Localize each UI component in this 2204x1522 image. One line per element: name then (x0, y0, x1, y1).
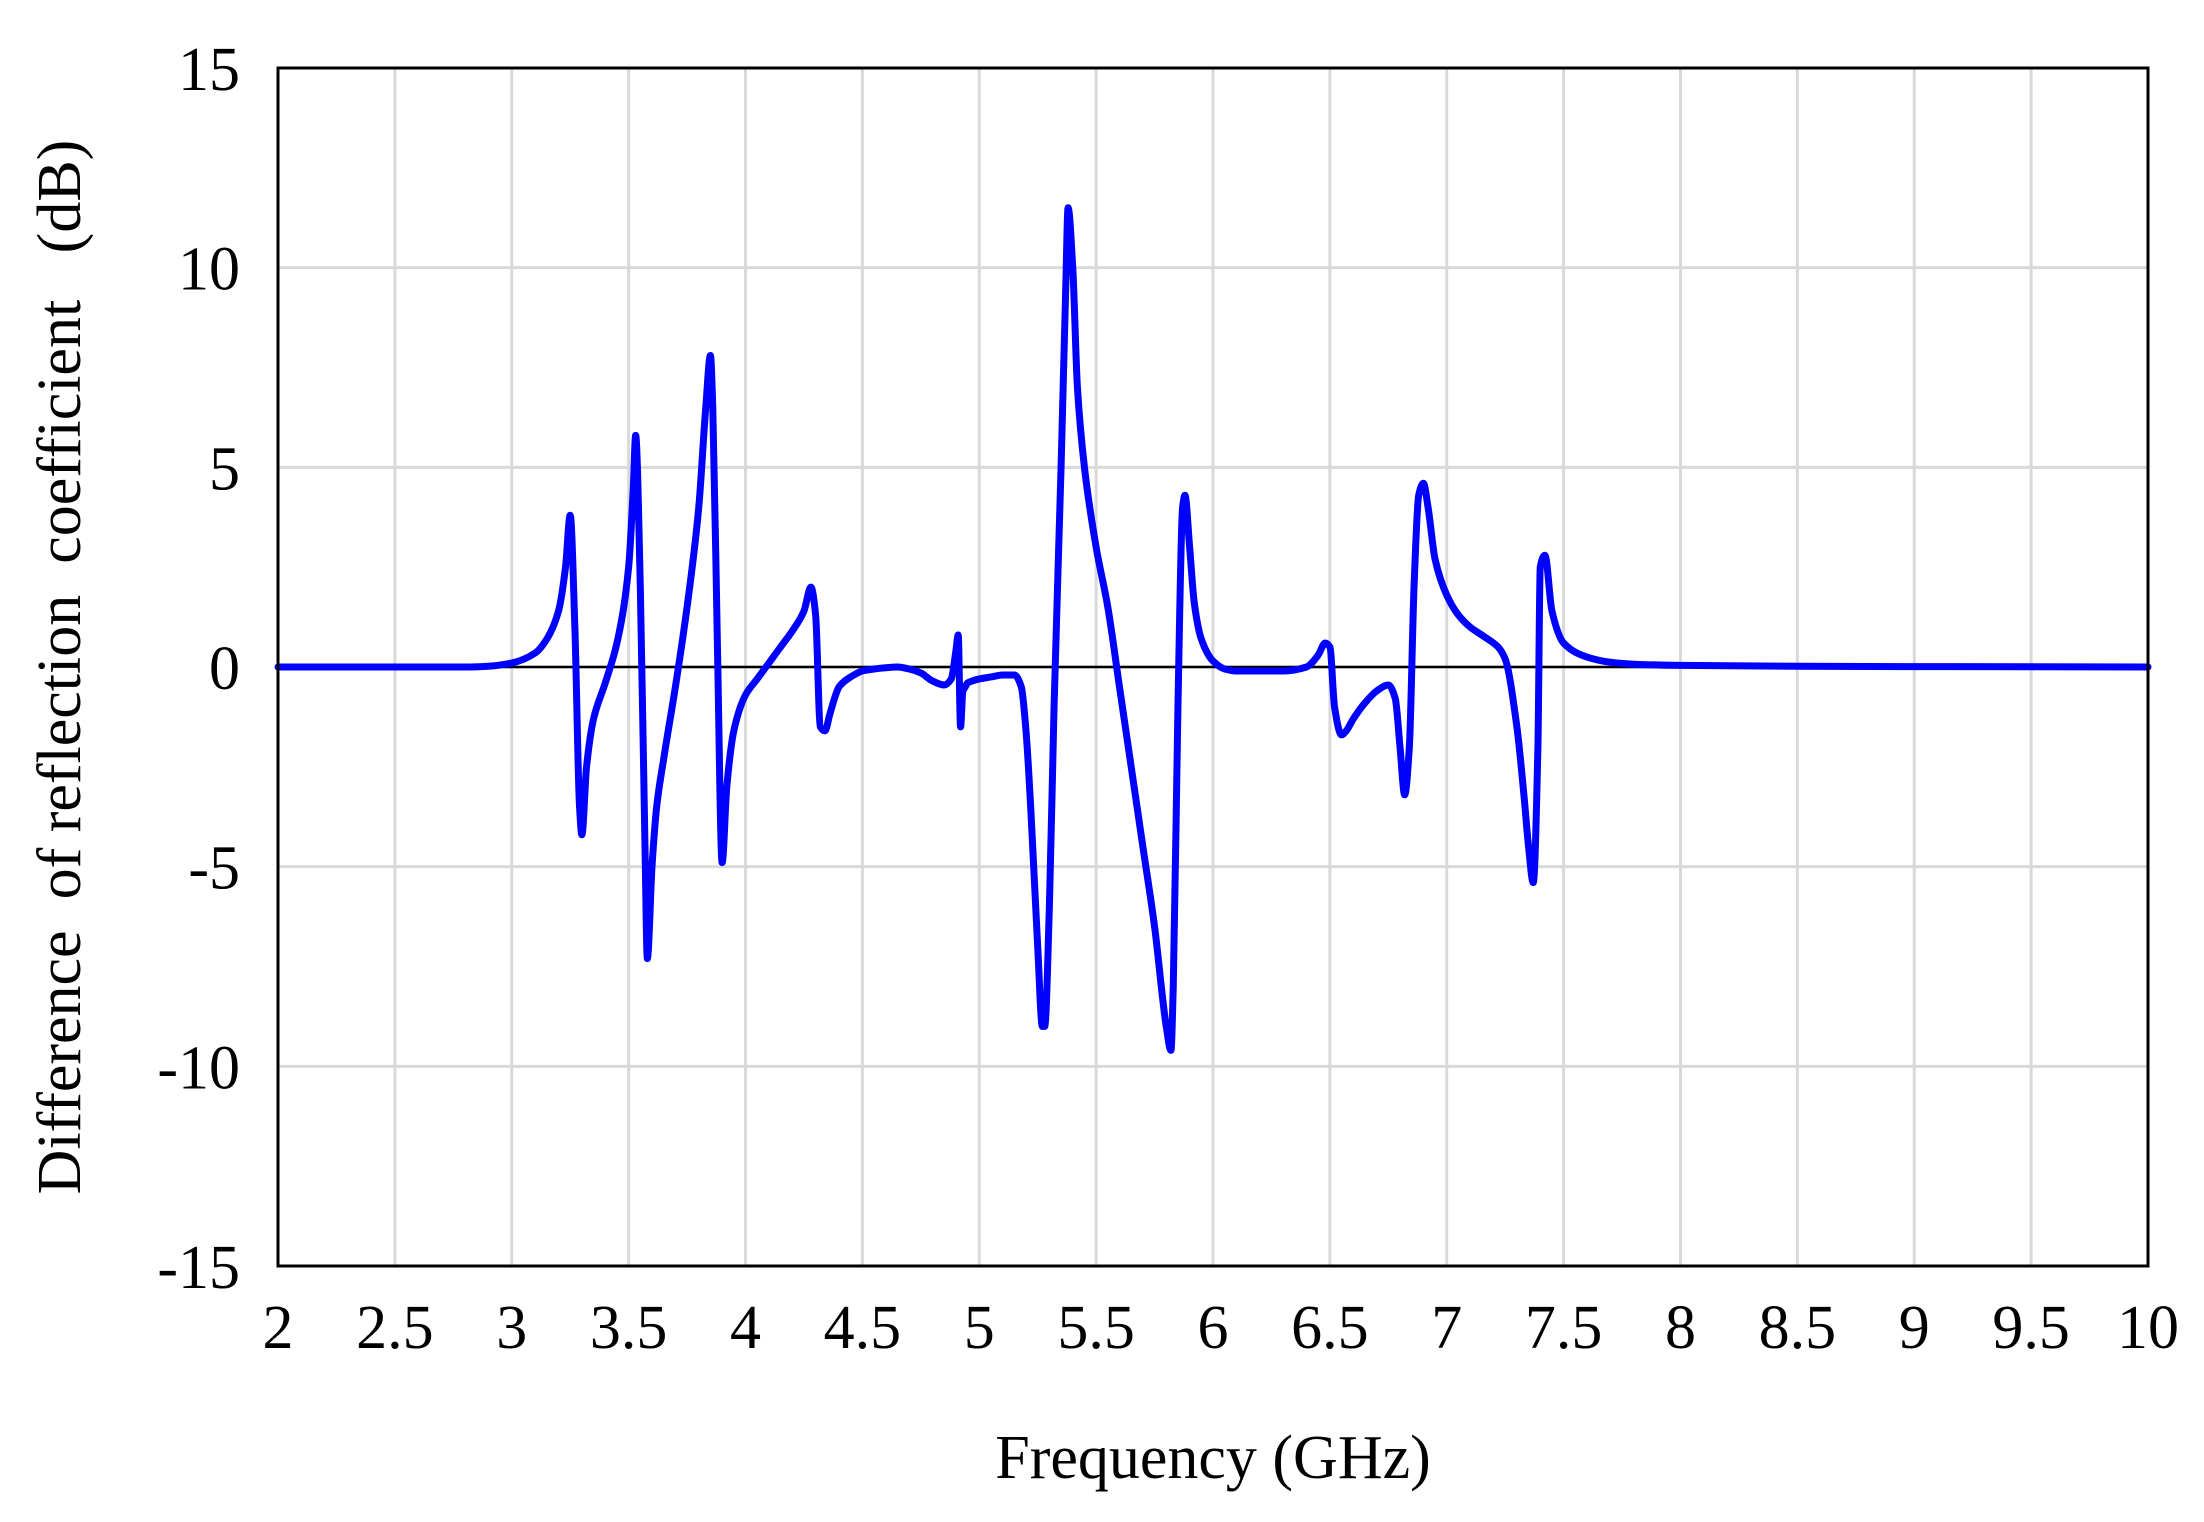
x-tick-label: 6.5 (1291, 1294, 1369, 1362)
x-tick-label: 8 (1665, 1294, 1696, 1362)
series-layer (274, 204, 2152, 1054)
y-tick-label: 15 (178, 36, 240, 104)
y-tick-label: -5 (188, 835, 240, 903)
x-axis-title: Frequency (GHz) (995, 1424, 1431, 1492)
y-axis-title: Difference of reflection coefficient (dB… (26, 140, 94, 1195)
x-tick-label: 5 (964, 1294, 995, 1362)
x-axis-tick-labels: 2 2.5 3 3.5 4 4.5 5 5.5 6 6.5 7 7.5 8 8.5 9 9.5 10 (263, 1294, 2180, 1362)
x-tick-label: 7 (1431, 1294, 1462, 1362)
x-tick-label: 6 (1198, 1294, 1229, 1362)
x-tick-label: 8.5 (1759, 1294, 1837, 1362)
x-tick-label: 5.5 (1057, 1294, 1135, 1362)
y-tick-label: 5 (209, 435, 240, 503)
series-line-0 (274, 204, 2152, 1054)
x-tick-label: 2.5 (356, 1294, 434, 1362)
plot-area-frame (276, 66, 2150, 1268)
x-tick-label: 2 (263, 1294, 294, 1362)
y-tick-label: 0 (209, 635, 240, 703)
x-tick-label: 3.5 (590, 1294, 668, 1362)
x-tick-label: 3 (496, 1294, 527, 1362)
x-tick-label: 4.5 (824, 1294, 902, 1362)
y-tick-label: -15 (157, 1234, 240, 1302)
y-axis-tick-labels: 15 10 5 0 -5 -10 -15 (157, 36, 240, 1302)
x-tick-label: 7.5 (1525, 1294, 1603, 1362)
y-tick-label: 10 (178, 236, 240, 304)
x-tick-label: 9 (1899, 1294, 1930, 1362)
x-tick-label: 9.5 (1992, 1294, 2070, 1362)
x-tick-label: 10 (2117, 1294, 2179, 1362)
x-tick-label: 4 (730, 1294, 761, 1362)
y-tick-label: -10 (157, 1034, 240, 1102)
